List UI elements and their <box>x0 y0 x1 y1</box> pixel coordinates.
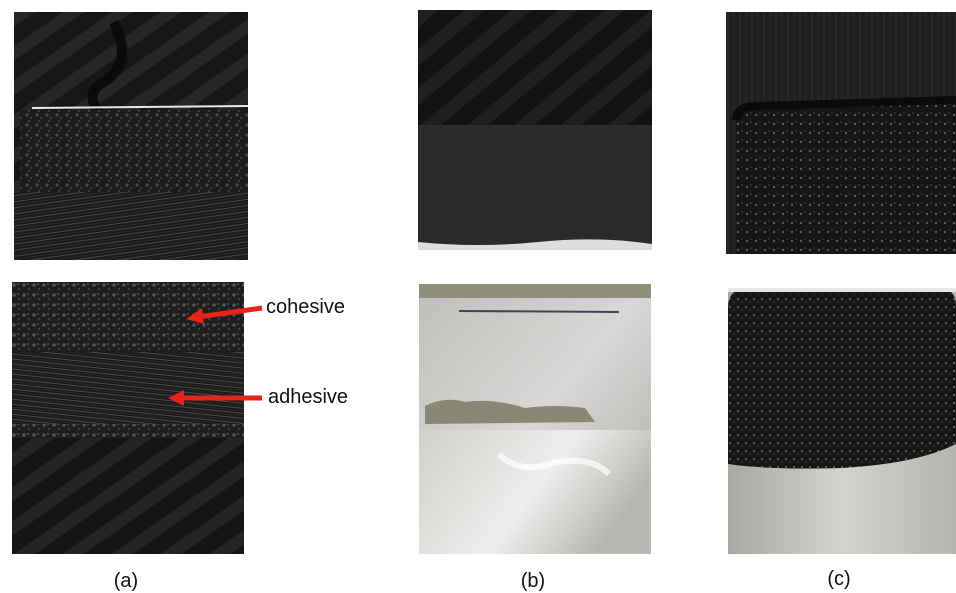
adhesive-arrow <box>168 390 262 406</box>
specimen-a-top <box>14 12 248 260</box>
panel-label-a: (a) <box>113 570 139 592</box>
panel-label-c: (c) <box>827 568 851 590</box>
cohesive-label: cohesive <box>266 296 345 318</box>
specimen-c-top <box>726 12 956 254</box>
specimen-c-bottom <box>728 288 956 554</box>
specimen-b-bottom <box>419 284 651 554</box>
cohesive-arrow <box>186 305 263 324</box>
adhesive-label: adhesive <box>268 386 349 408</box>
panel-label-b: (b) <box>520 570 546 592</box>
specimen-a-bottom <box>12 282 244 554</box>
specimen-b-top <box>418 10 652 250</box>
